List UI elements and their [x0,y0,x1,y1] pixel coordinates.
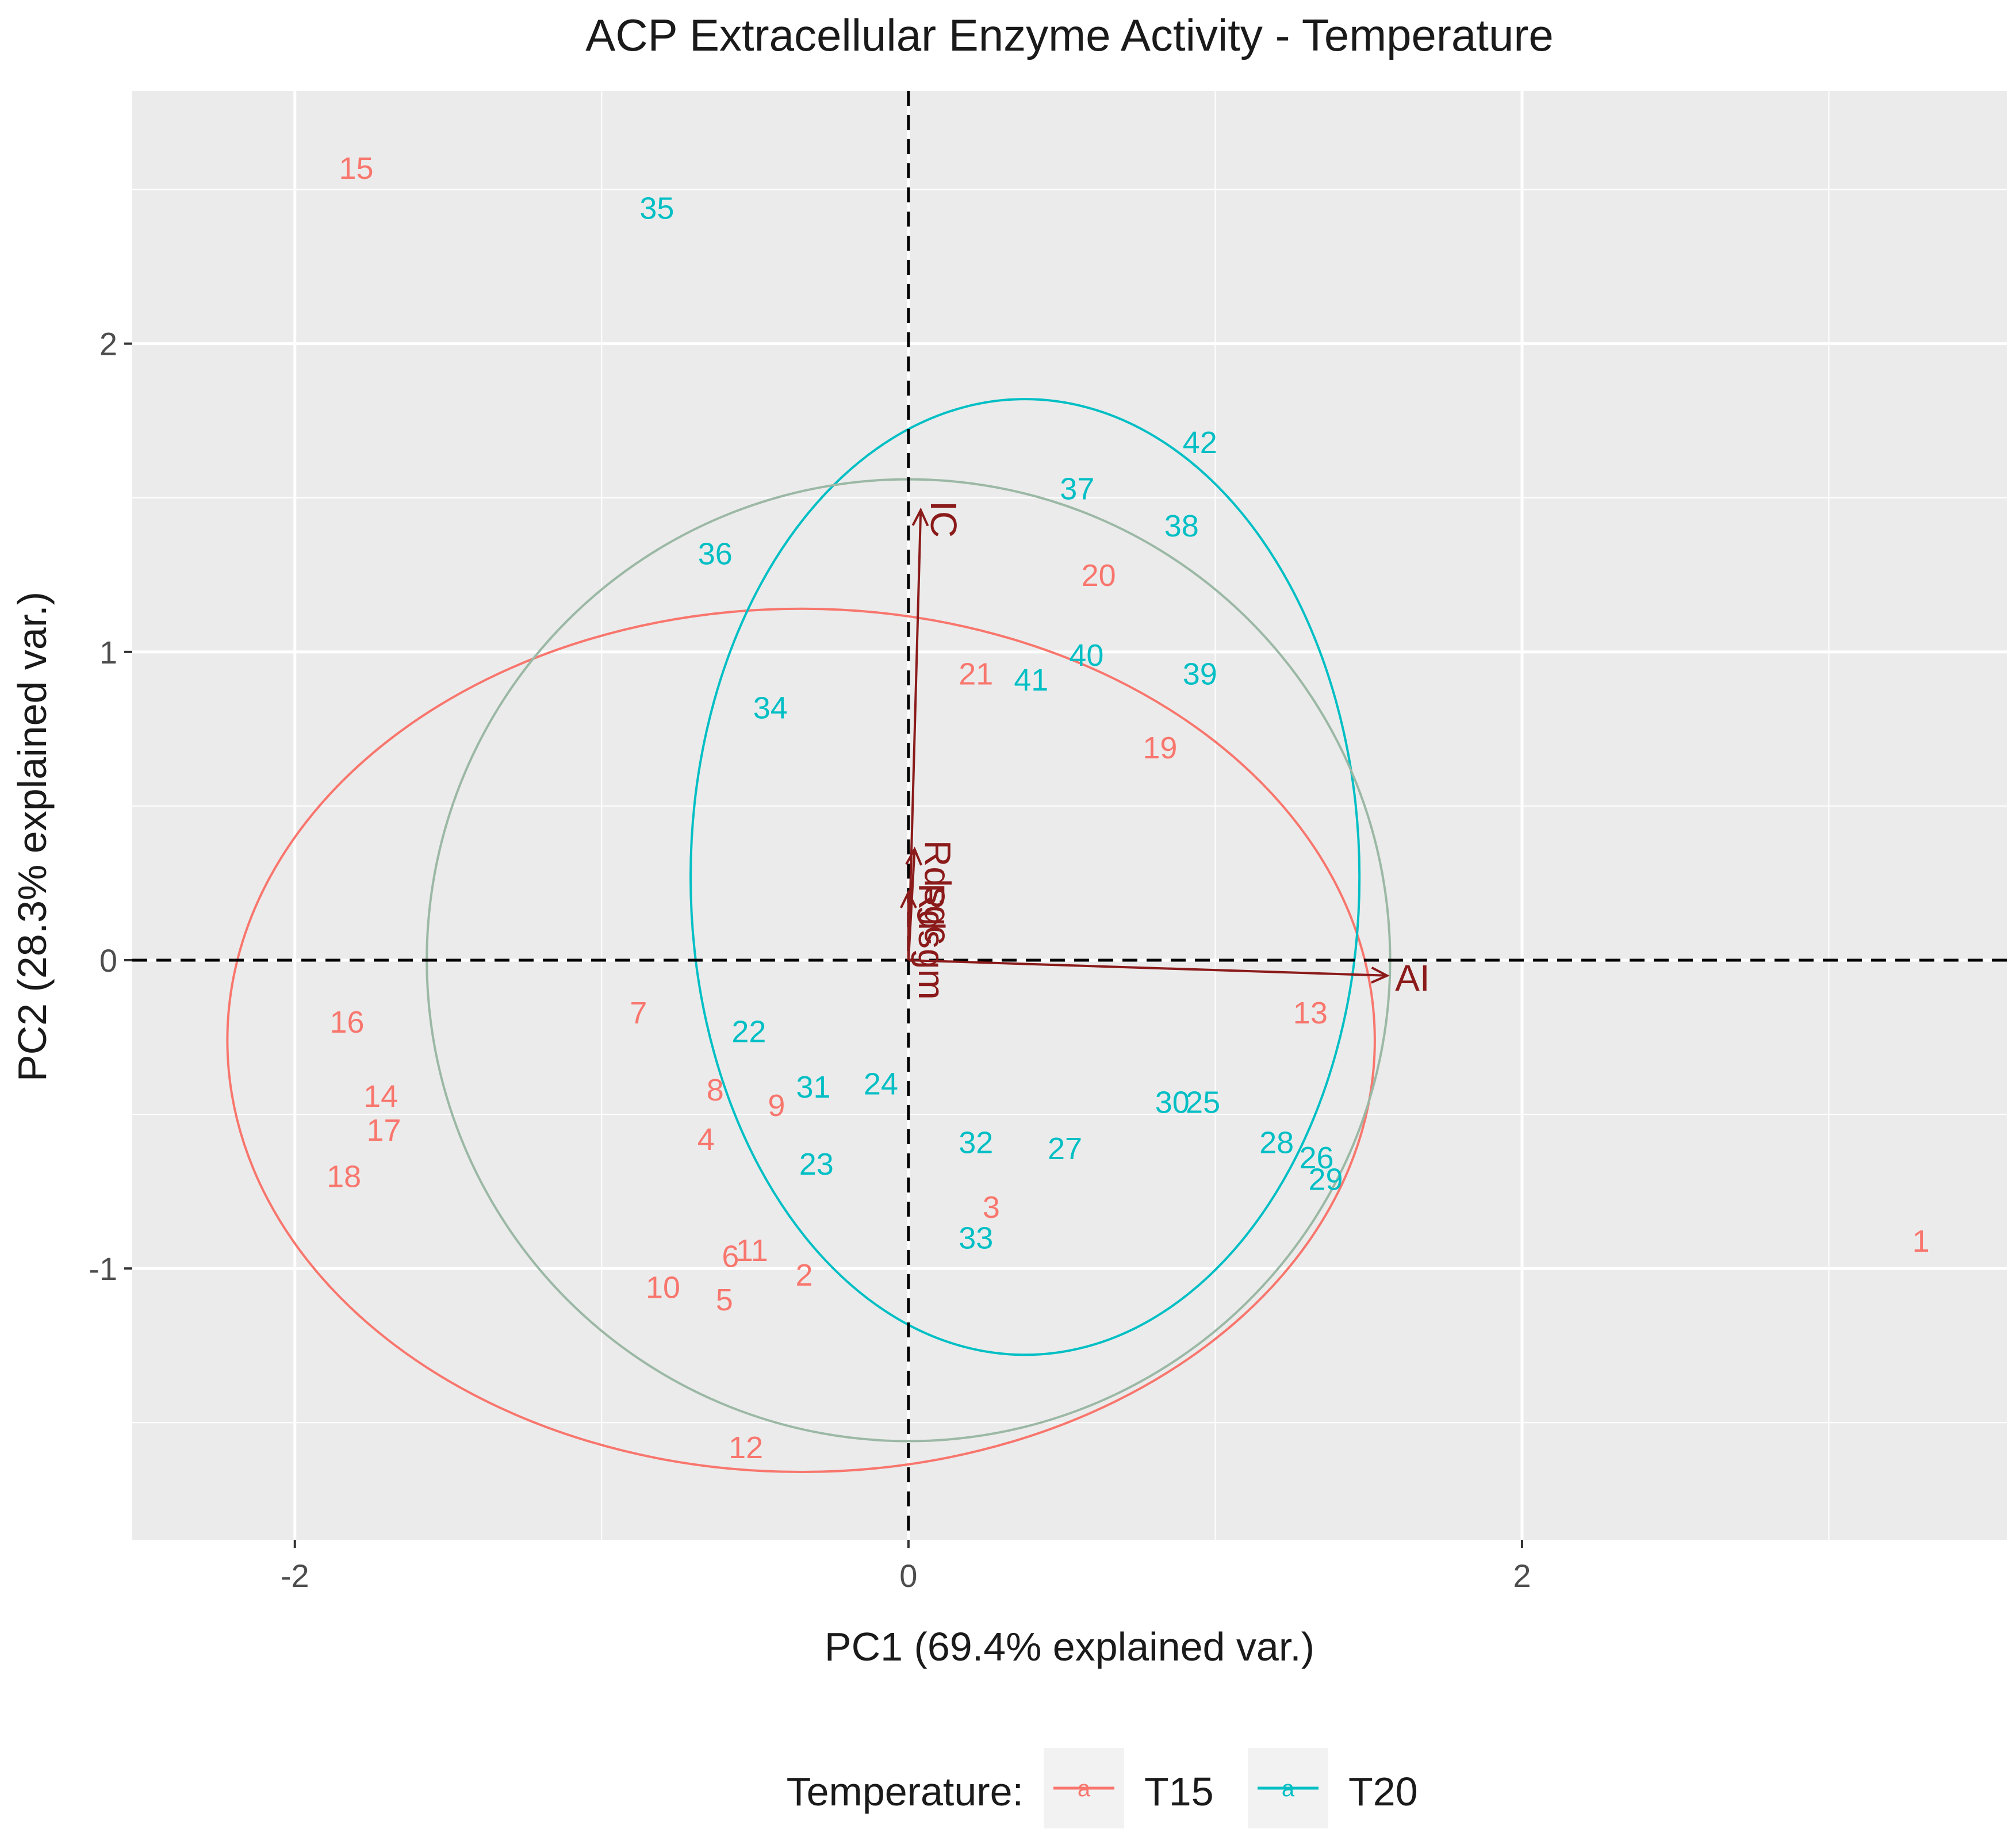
point-label-t20-37: 37 [1060,472,1094,507]
point-label-t20-29: 29 [1308,1163,1343,1197]
point-label-t20-35: 35 [639,191,674,226]
plot-panel [132,91,2007,1540]
arrow-label-ic: IC [923,501,964,538]
point-label-t15-11: 11 [736,1233,768,1268]
arrowhead-ai [1370,967,1390,984]
legend-item-t20: a T20 [1248,1748,1418,1828]
chart-title: ACP Extracellular Enzyme Activity - Temp… [585,10,1553,60]
point-label-t20-23: 23 [799,1147,834,1182]
legend-title: Temperature: [787,1769,1024,1814]
legend-label-t15: T15 [1144,1769,1214,1814]
point-label-t15-12: 12 [729,1431,763,1465]
point-label-t20-30: 30 [1155,1086,1190,1120]
point-label-t20-33: 33 [959,1221,993,1256]
point-label-t15-13: 13 [1293,996,1328,1030]
point-label-t20-26: 26 [1299,1141,1333,1175]
point-label-t15-17: 17 [366,1113,401,1148]
point-label-t20-36: 36 [698,536,733,571]
point-label-t20-40: 40 [1069,638,1103,673]
point-label-t15-1: 1 [1912,1224,1930,1259]
point-label-t15-3: 3 [983,1190,1000,1225]
point-label-t15-7: 7 [630,996,647,1030]
reference-lines [132,91,2007,1540]
arrow-ai [908,959,1388,977]
point-label-t15-10: 10 [646,1270,680,1305]
legend-label-t20: T20 [1348,1769,1418,1814]
legend-key-glyph-t20: a [1282,1776,1295,1801]
ellipse-t15 [226,607,1376,1474]
point-label-t20-27: 27 [1048,1132,1082,1166]
point-label-t15-8: 8 [707,1073,724,1107]
y-tick-label: 2 [99,326,117,362]
legend: Temperature: a T15 a T20 [787,1748,1418,1828]
point-label-t15-14: 14 [363,1079,398,1114]
x-axis-title: PC1 (69.4% explained var.) [825,1624,1314,1669]
point-label-t20-39: 39 [1183,657,1217,691]
y-tick-label: 0 [99,942,117,979]
point-label-t20-38: 38 [1164,509,1199,543]
point-label-t20-22: 22 [731,1014,766,1049]
point-label-t20-41: 41 [1014,663,1048,697]
y-tick-label: 1 [99,634,117,670]
x-tick-label: -2 [281,1558,309,1594]
x-tick-label: 2 [1513,1558,1531,1594]
arrow-label-rdsgc: Rdsgc [917,840,959,944]
arrowhead-ic [911,507,929,527]
point-label-t15-2: 2 [795,1258,812,1293]
point-label-t20-32: 32 [959,1125,993,1160]
point-label-t20-24: 24 [864,1067,898,1101]
point-label-t20-31: 31 [796,1070,830,1105]
point-label-t15-6: 6 [722,1240,739,1274]
legend-item-t15: a T15 [1044,1748,1214,1828]
arrow-label-rdsgm: Rdsgm [911,883,952,1000]
point-label-t15-5: 5 [716,1283,733,1317]
legend-key-glyph-t15: a [1078,1776,1091,1801]
y-axis-title: PC2 (28.3% explained var.) [10,592,55,1082]
point-label-t20-34: 34 [753,691,788,725]
point-label-t15-20: 20 [1082,558,1116,593]
ellipse-t20 [689,398,1361,1356]
point-label-t20-42: 42 [1183,425,1217,460]
x-tick-label: 0 [899,1558,917,1594]
arrowhead-rdsgc [905,846,922,866]
point-label-t15-18: 18 [327,1159,361,1194]
arrow-ic [907,510,922,961]
point-label-t20-28: 28 [1259,1125,1294,1160]
y-tick-label: -1 [89,1251,117,1287]
point-label-t15-16: 16 [329,1005,364,1040]
point-label-t15-15: 15 [339,151,373,186]
point-label-t15-19: 19 [1143,731,1177,765]
point-label-t15-4: 4 [697,1122,715,1157]
arrowhead-rdsgm [900,889,917,908]
point-label-t20-25: 25 [1186,1086,1220,1120]
point-label-t15-21: 21 [959,657,993,691]
arrow-label-ai: AI [1395,957,1429,999]
point-label-t15-9: 9 [768,1088,785,1123]
